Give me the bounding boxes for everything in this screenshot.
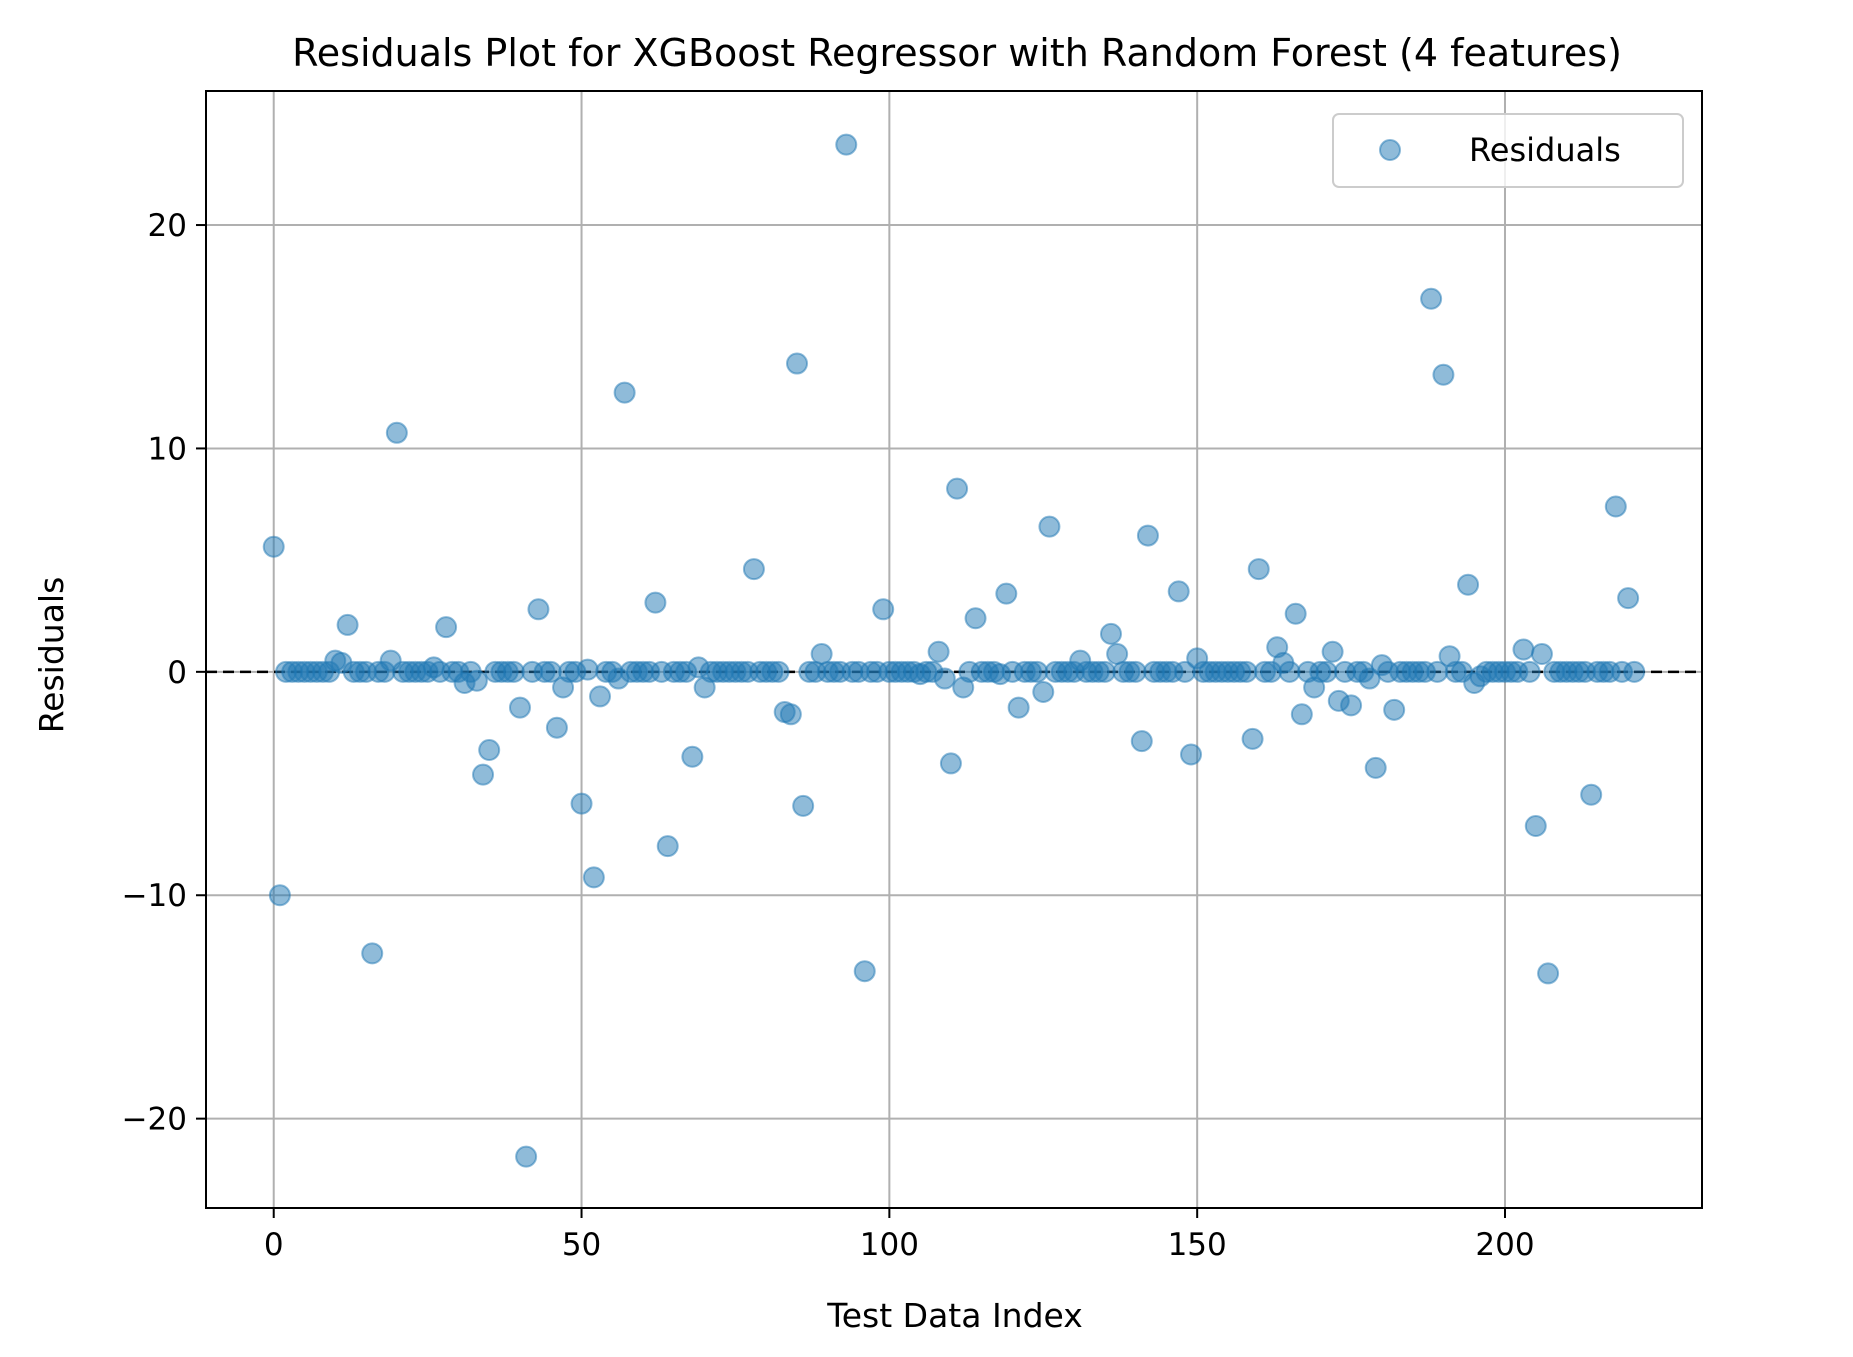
residual-point xyxy=(742,558,765,581)
residual-point xyxy=(1007,696,1030,719)
y-tick-label: −10 xyxy=(122,878,187,914)
residual-point xyxy=(779,703,802,726)
residual-point xyxy=(681,745,704,768)
x-axis-label: Test Data Index xyxy=(826,1296,1083,1335)
residual-point xyxy=(1136,524,1159,547)
residual-point xyxy=(1457,573,1480,596)
residual-point xyxy=(582,866,605,889)
residual-point xyxy=(1026,660,1049,683)
residual-point xyxy=(1038,515,1061,538)
residual-point xyxy=(435,616,458,639)
x-tick-label: 50 xyxy=(562,1227,601,1263)
residual-point xyxy=(1364,756,1387,779)
residual-point xyxy=(1623,660,1646,683)
x-tick-label: 100 xyxy=(860,1227,919,1263)
x-tick-label: 200 xyxy=(1475,1227,1534,1263)
residual-point xyxy=(1617,587,1640,610)
x-tick-label: 0 xyxy=(264,1227,284,1263)
residual-point xyxy=(1093,660,1116,683)
chart-title: Residuals Plot for XGBoost Regressor wit… xyxy=(292,31,1622,75)
residual-point xyxy=(1180,743,1203,766)
residual-point xyxy=(508,696,531,719)
residual-point xyxy=(1247,558,1270,581)
residual-point xyxy=(527,598,550,621)
residual-point xyxy=(1099,622,1122,645)
residual-point xyxy=(515,1145,538,1168)
residual-point xyxy=(767,660,790,683)
y-tick-label: 10 xyxy=(148,431,187,467)
residual-point xyxy=(385,421,408,444)
residual-point xyxy=(1284,602,1307,625)
residual-point xyxy=(1290,703,1313,726)
residual-point xyxy=(656,835,679,858)
y-tick-label: −20 xyxy=(122,1102,187,1138)
residual-point xyxy=(576,658,599,681)
legend-label: Residuals xyxy=(1469,131,1621,169)
residual-point xyxy=(502,660,525,683)
residual-point xyxy=(872,598,895,621)
residual-point xyxy=(613,381,636,404)
residual-point xyxy=(835,133,858,156)
x-tick-label: 150 xyxy=(1168,1227,1227,1263)
residual-point xyxy=(853,960,876,983)
residual-point xyxy=(1518,660,1541,683)
residual-point xyxy=(545,716,568,739)
residual-point xyxy=(268,884,291,907)
residual-point xyxy=(927,640,950,663)
residual-point xyxy=(1512,638,1535,661)
residual-point xyxy=(1032,680,1055,703)
residual-point xyxy=(361,942,384,965)
y-tick-label: 0 xyxy=(167,655,187,691)
residual-point xyxy=(262,535,285,558)
scatter-points xyxy=(262,133,1646,1168)
residual-point xyxy=(1432,363,1455,386)
residual-point xyxy=(786,352,809,375)
residual-point xyxy=(1241,727,1264,750)
residual-point xyxy=(478,739,501,762)
residual-point xyxy=(964,607,987,630)
residual-point xyxy=(1604,495,1627,518)
residual-point xyxy=(946,477,969,500)
axis-ticks: 0 50 100 150 200 −20 −10 0 10 20 xyxy=(122,208,1535,1263)
residual-point xyxy=(465,669,488,692)
residual-point xyxy=(1278,660,1301,683)
residual-point xyxy=(589,685,612,708)
legend: Residuals xyxy=(1332,113,1684,188)
residual-point xyxy=(1130,730,1153,753)
residual-point xyxy=(1580,783,1603,806)
residual-point xyxy=(1235,660,1258,683)
residual-point xyxy=(1537,962,1560,985)
residual-point xyxy=(995,582,1018,605)
y-tick-label: 20 xyxy=(148,208,187,244)
residual-point xyxy=(939,752,962,775)
residual-point xyxy=(644,591,667,614)
plot-frame xyxy=(205,90,1703,1209)
residual-point xyxy=(472,763,495,786)
residual-point xyxy=(792,794,815,817)
residual-point xyxy=(336,613,359,636)
residual-point xyxy=(1124,660,1147,683)
y-axis-label: Residuals xyxy=(32,577,71,734)
residual-point xyxy=(1530,642,1553,665)
residual-point xyxy=(1524,814,1547,837)
residual-point xyxy=(1340,694,1363,717)
legend-box xyxy=(1332,113,1684,188)
residual-point xyxy=(1167,580,1190,603)
residual-point xyxy=(570,792,593,815)
residual-point xyxy=(1420,287,1443,310)
residual-point xyxy=(933,667,956,690)
residual-point xyxy=(1383,698,1406,721)
residual-point xyxy=(1315,660,1338,683)
legend-marker xyxy=(1379,139,1401,161)
residual-point xyxy=(1321,640,1344,663)
